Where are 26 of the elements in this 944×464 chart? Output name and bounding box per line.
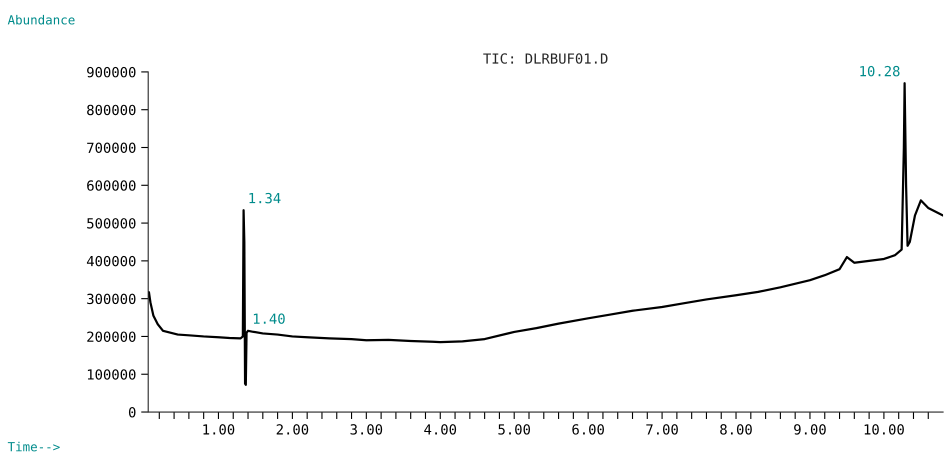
y-tick-label: 800000	[87, 104, 136, 116]
annotation: 1.40	[254, 313, 285, 324]
x-tick-label: 4.00	[424, 424, 456, 435]
y-tick-label: 0	[128, 407, 136, 418]
x-tick-label: 5.00	[498, 424, 530, 435]
x-tick-label: 9.00	[794, 424, 826, 435]
y-tick-label: 200000	[87, 331, 136, 342]
x-tick-label: 3.00	[350, 424, 382, 435]
annotation: 1.34	[249, 192, 281, 204]
x-tick-label: 7.00	[646, 424, 678, 435]
y-tick-label: 100000	[88, 369, 136, 380]
x-tick-label: 10.00	[864, 424, 904, 435]
y-tick-label: 500000	[87, 218, 136, 229]
y-axis-title: Abundance	[8, 14, 75, 25]
y-tick-label: 400000	[86, 256, 136, 266]
x-tick-label: 6.00	[572, 424, 604, 435]
annotation: 10.28	[860, 66, 900, 76]
y-tick-label: 900000	[87, 66, 136, 78]
y-tick-label: 600000	[87, 180, 136, 191]
y-tick-label: 700000	[87, 142, 136, 154]
x-tick-label: 1.00	[203, 424, 234, 435]
y-tick-label: 300000	[87, 294, 136, 304]
chart-title: TIC: DLRBUF01.D	[483, 53, 608, 64]
x-tick-label: 8.00	[720, 424, 752, 435]
x-axis-title: Time-->	[8, 442, 60, 452]
x-tick-label: 2.00	[276, 424, 308, 435]
